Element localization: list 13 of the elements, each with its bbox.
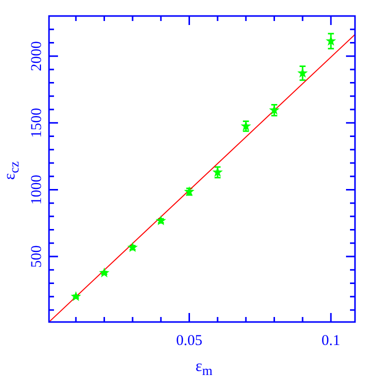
y-tick-label: 500: [28, 245, 45, 268]
point: [127, 242, 138, 252]
x-tick-label: 0.1: [322, 332, 340, 349]
y-tick-label: 1000: [28, 174, 45, 205]
point: [99, 267, 110, 278]
point: [70, 291, 82, 302]
point: [156, 215, 166, 226]
x-axis-title: ε$_{m}$: [194, 358, 214, 380]
x-tick-label: 0.05: [176, 332, 202, 349]
y-tick-label: 1500: [28, 108, 45, 138]
point: [326, 36, 336, 46]
y-tick-label: 2000: [28, 41, 45, 72]
point: [297, 68, 308, 78]
